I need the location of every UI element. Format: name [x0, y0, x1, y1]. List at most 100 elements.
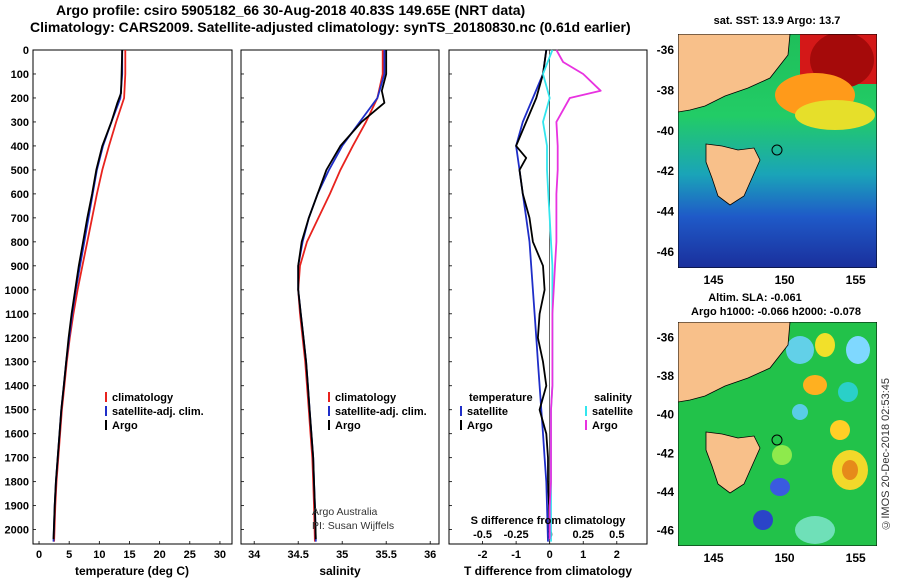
sla-map-title-2: Argo h1000: -0.066 h2000: -0.078: [691, 306, 861, 318]
depth-tick-label: 500: [11, 165, 29, 177]
map-lon-tick: 150: [775, 273, 795, 287]
map-lat-tick: -44: [657, 205, 675, 219]
legend-s-argo: Argo: [592, 420, 618, 432]
depth-tick-label: 300: [11, 117, 29, 129]
x-tick-label: 0: [36, 549, 42, 561]
map-lat-tick: -46: [657, 524, 675, 538]
sst-tasmania: [705, 143, 761, 206]
legend-salinity-title: salinity: [594, 392, 633, 404]
sla-eddy: [753, 510, 773, 530]
depth-tick-label: 1300: [5, 357, 29, 369]
x-tick-label: 34.5: [287, 549, 308, 561]
sla-eddy: [803, 375, 827, 395]
map-lat-tick: -38: [657, 83, 675, 97]
depth-tick-label: 900: [11, 261, 29, 273]
legend-swatch-t-argo: [460, 420, 462, 430]
depth-tick-label: 1900: [5, 501, 29, 513]
sla-eddy: [795, 516, 835, 544]
depth-tick-label: 1600: [5, 429, 29, 441]
map-lat-tick: -40: [657, 124, 675, 138]
temperature-xlabel: temperature (deg C): [75, 564, 189, 578]
salinity-panel-frame: [240, 49, 440, 545]
x-tick-label: 0: [547, 549, 553, 561]
sst-mainland: [678, 34, 791, 113]
depth-axis: 0 100 200 300 400 500 600 700 800 900 1000 1100 1200…: [5, 45, 452, 537]
x-tick-label: -1: [511, 549, 521, 561]
legend-swatch-t-satellite: [460, 406, 462, 416]
x-tick-label: 5: [66, 549, 72, 561]
series-line-argo: [297, 50, 388, 540]
s-tick-label: 0.25: [573, 529, 594, 541]
x-tick-label: 35: [336, 549, 348, 561]
legend-salt-climatology: climatology: [335, 392, 397, 404]
legend-t-argo: Argo: [467, 420, 493, 432]
sst-map-title: sat. SST: 13.9 Argo: 13.7: [714, 15, 841, 27]
s-tick-label: 0.5: [609, 529, 624, 541]
legend-swatch-argo: [328, 420, 330, 430]
sla-eddy: [786, 336, 814, 364]
depth-tick-label: 600: [11, 189, 29, 201]
x-tick-label: 20: [154, 549, 166, 561]
map-lat-tick: -44: [657, 485, 675, 499]
series-line-temperature-satellite: [515, 49, 549, 542]
depth-tick-label: 400: [11, 141, 29, 153]
sla-map-axes: 145 150 155 -36 -38 -40 -42 -44 -46: [657, 330, 866, 565]
depth-tick-label: 0: [23, 45, 29, 57]
depth-tick-label: 100: [11, 69, 29, 81]
profile-series: [52, 49, 602, 542]
depth-tick-label: 800: [11, 237, 29, 249]
depth-tick-label: 1700: [5, 453, 29, 465]
legend-swatch-s-argo: [585, 420, 587, 430]
depth-tick-label: 1800: [5, 477, 29, 489]
map-lat-tick: -40: [657, 408, 675, 422]
legend-t-satellite: satellite: [467, 406, 508, 418]
map-lon-tick: 150: [775, 551, 795, 565]
series-line-salinity-argo: [548, 49, 602, 540]
title-line-2: Climatology: CARS2009. Satellite-adjuste…: [30, 19, 631, 35]
map-lat-tick: -42: [657, 446, 675, 460]
sla-map-title-1: Altim. SLA: -0.061: [708, 292, 802, 304]
map-lon-tick: 145: [704, 551, 724, 565]
map-lon-tick: 155: [846, 551, 866, 565]
depth-tick-label: 1400: [5, 381, 29, 393]
sla-eddy: [792, 404, 808, 420]
sla-eddy: [770, 478, 790, 496]
x-tick-label: 10: [93, 549, 105, 561]
x-tick-label: -2: [478, 549, 488, 561]
map-lat-tick: -42: [657, 164, 675, 178]
map-lat-tick: -36: [657, 43, 675, 57]
sla-tasmania: [705, 431, 761, 494]
sla-eddy: [842, 460, 858, 480]
temperature-panel-frame: [32, 49, 233, 545]
x-tick-label: 15: [123, 549, 135, 561]
sst-yellow-patch: [795, 100, 875, 130]
s-tick-label: -0.5: [473, 529, 492, 541]
temperature-legend: climatology satellite-adj. clim. Argo: [105, 392, 204, 432]
depth-tick-label: 1200: [5, 333, 29, 345]
series-line-temperature-argo: [515, 49, 551, 540]
legend-temperature-title: temperature: [469, 392, 533, 404]
difference-xlabel: T difference from climatology: [464, 564, 632, 578]
legend-swatch-satellite: [105, 406, 107, 416]
sla-eddy: [772, 445, 792, 465]
legend-s-satellite: satellite: [592, 406, 633, 418]
depth-tick-label: 1100: [5, 309, 29, 321]
sla-float-position: [771, 434, 783, 446]
sla-eddy: [815, 333, 835, 357]
difference-x-axis: -2 -1 0 1 2: [478, 541, 620, 561]
legend-swatch-climatology: [105, 392, 107, 402]
s-difference-label: S difference from climatology: [471, 515, 627, 527]
map-lat-tick: -38: [657, 369, 675, 383]
title-line-1: Argo profile: csiro 5905182_66 30-Aug-20…: [56, 2, 526, 18]
map-lon-tick: 145: [704, 273, 724, 287]
timestamp-stamp: ©IMOS 20-Dec-2018 02:53:45: [880, 378, 892, 531]
depth-tick-label: 1000: [5, 285, 29, 297]
legend-salt-argo: Argo: [335, 420, 361, 432]
legend-temp-argo: Argo: [112, 420, 138, 432]
temperature-x-axis: 0 5 10 15 20 25 30: [36, 541, 226, 561]
legend-temp-climatology: climatology: [112, 392, 174, 404]
depth-tick-label: 200: [11, 93, 29, 105]
x-tick-label: 34: [248, 549, 261, 561]
x-tick-label: 25: [184, 549, 196, 561]
